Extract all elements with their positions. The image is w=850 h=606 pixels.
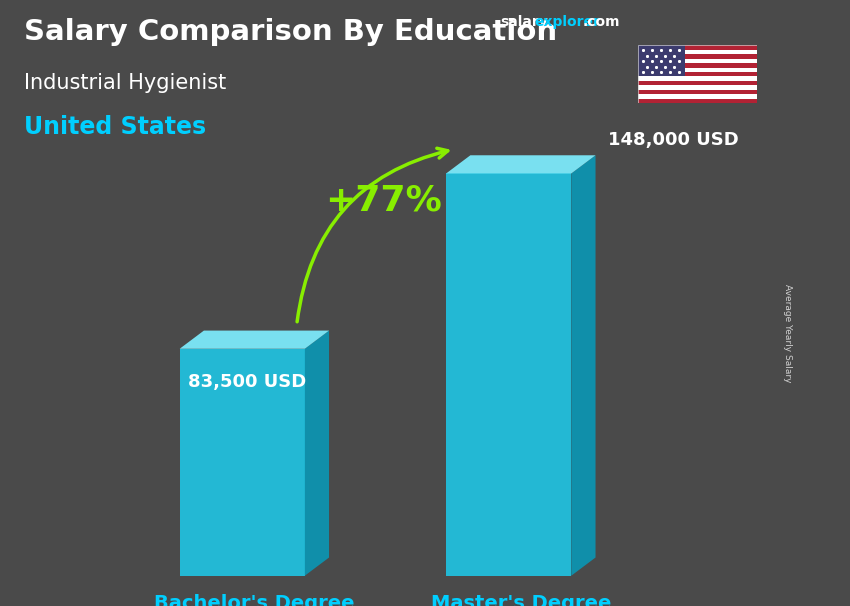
Bar: [638, 63, 756, 68]
Polygon shape: [446, 173, 571, 576]
Bar: [638, 50, 756, 55]
Text: salary: salary: [501, 15, 548, 29]
Text: United States: United States: [24, 115, 207, 139]
Bar: [638, 94, 756, 99]
Text: explorer: explorer: [535, 15, 600, 29]
Bar: [638, 76, 756, 81]
Text: Bachelor's Degree: Bachelor's Degree: [154, 594, 354, 606]
Bar: [638, 99, 756, 103]
Text: Master's Degree: Master's Degree: [431, 594, 611, 606]
Bar: [638, 81, 756, 85]
Text: .com: .com: [583, 15, 620, 29]
Bar: [638, 90, 756, 94]
Text: +77%: +77%: [326, 184, 442, 218]
Polygon shape: [446, 155, 596, 173]
Bar: [638, 72, 756, 76]
Polygon shape: [571, 155, 596, 576]
Bar: [638, 59, 756, 63]
Text: Average Yearly Salary: Average Yearly Salary: [783, 284, 792, 382]
Bar: [638, 85, 756, 90]
Bar: [638, 45, 685, 76]
Text: 83,500 USD: 83,500 USD: [188, 373, 306, 391]
Text: Salary Comparison By Education: Salary Comparison By Education: [24, 18, 558, 46]
Bar: [638, 55, 756, 59]
Polygon shape: [305, 331, 329, 576]
Text: 148,000 USD: 148,000 USD: [608, 132, 739, 149]
Bar: [638, 68, 756, 72]
FancyArrowPatch shape: [298, 148, 448, 322]
Polygon shape: [179, 349, 305, 576]
Polygon shape: [179, 331, 329, 349]
Bar: [638, 45, 756, 50]
Text: Industrial Hygienist: Industrial Hygienist: [24, 73, 226, 93]
